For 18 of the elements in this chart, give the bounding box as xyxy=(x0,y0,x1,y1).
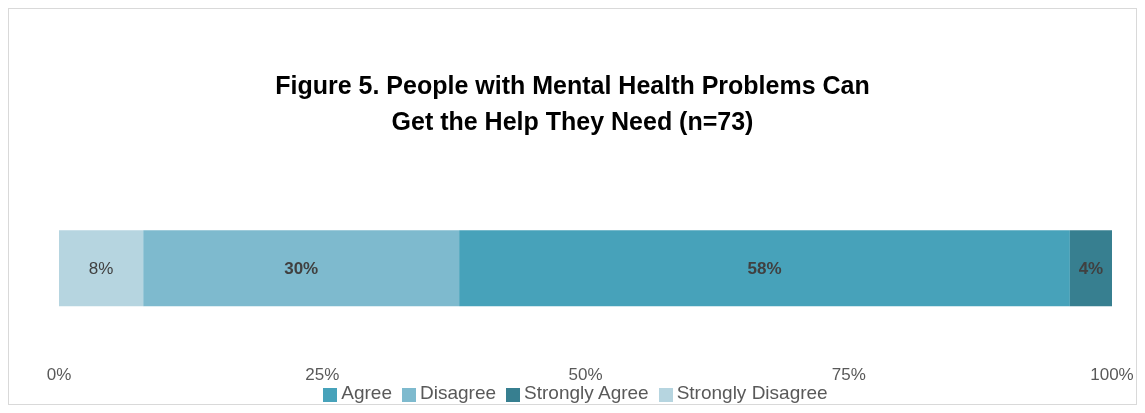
data-label: 58% xyxy=(747,258,782,278)
data-label: 8% xyxy=(88,258,114,278)
x-tick-label: 75% xyxy=(831,365,866,385)
chart-title: Figure 5. People with Mental Health Problems Can Get the Help They Need (n=73) xyxy=(274,70,871,137)
legend-label: Disagree xyxy=(419,382,497,403)
legend-label: Agree xyxy=(341,382,392,403)
legend-label: Strongly Agree xyxy=(524,382,649,403)
data-label: 4% xyxy=(1078,258,1104,278)
x-tick-label: 100% xyxy=(1090,365,1134,385)
bar xyxy=(459,230,1070,307)
x-tick-label: 25% xyxy=(305,365,340,385)
bar xyxy=(1069,230,1112,307)
bar xyxy=(59,230,144,307)
legend-label: Strongly Disagree xyxy=(676,382,828,403)
data-label: 30% xyxy=(284,258,319,278)
bar xyxy=(143,230,460,307)
x-tick-label: 50% xyxy=(568,365,603,385)
x-tick-label: 0% xyxy=(46,365,72,385)
